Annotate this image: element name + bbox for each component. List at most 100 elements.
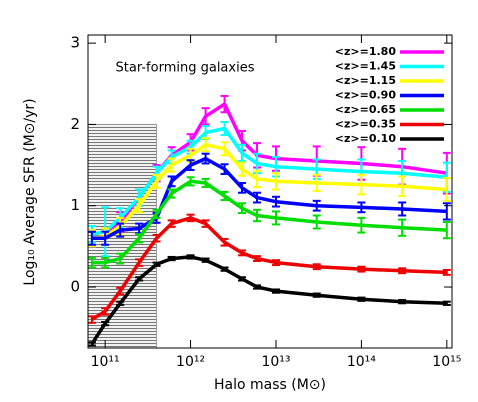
error-bar xyxy=(398,175,407,197)
error-bar xyxy=(312,173,321,193)
error-bar xyxy=(398,218,407,237)
error-bar xyxy=(398,267,407,275)
error-bar xyxy=(135,258,144,267)
error-bar xyxy=(357,265,366,273)
series-line xyxy=(91,126,447,236)
x-axis-label: Halo mass (M⊙) xyxy=(214,377,326,393)
error-bar xyxy=(442,268,451,276)
error-bar xyxy=(398,299,407,305)
error-bar xyxy=(186,159,195,171)
series-line xyxy=(91,156,447,240)
error-bar xyxy=(167,188,176,199)
error-bar xyxy=(167,157,176,173)
error-bar xyxy=(116,300,125,306)
error-bar xyxy=(312,214,321,230)
error-bar xyxy=(357,173,366,196)
error-bar xyxy=(101,230,110,246)
error-bar xyxy=(253,191,262,204)
error-bar xyxy=(220,120,229,136)
error-bar xyxy=(312,292,321,298)
error-bar xyxy=(271,172,280,191)
error-bar xyxy=(201,152,210,165)
legend-label: <z>=0.90 xyxy=(335,89,397,102)
error-bar xyxy=(237,181,246,194)
error-bar xyxy=(237,143,246,163)
error-bar xyxy=(201,137,210,153)
error-bar xyxy=(271,195,280,208)
error-bar xyxy=(101,256,110,269)
error-bar xyxy=(398,201,407,217)
error-bar xyxy=(271,259,280,267)
x-tick-label: 10¹² xyxy=(176,354,205,370)
y-tick-label: 3 xyxy=(70,34,80,52)
error-bar xyxy=(135,198,144,214)
error-bar xyxy=(186,254,195,260)
error-bar xyxy=(442,177,451,202)
series-line xyxy=(90,216,447,321)
error-bar xyxy=(237,276,246,282)
error-bar xyxy=(220,141,229,157)
error-bar xyxy=(220,163,229,176)
axes-frame xyxy=(87,34,453,349)
error-bar xyxy=(201,107,210,126)
error-bar xyxy=(271,288,280,294)
series-line xyxy=(91,143,447,240)
error-bar xyxy=(88,315,96,324)
error-bar xyxy=(201,177,210,189)
error-bar xyxy=(442,300,451,306)
error-bar xyxy=(253,284,262,290)
error-bar xyxy=(152,261,161,267)
error-bar xyxy=(167,175,176,188)
error-bar xyxy=(186,213,195,223)
error-bar xyxy=(167,255,176,262)
error-bar xyxy=(253,208,262,223)
error-bar xyxy=(237,202,246,215)
error-bar xyxy=(186,176,195,187)
error-bar xyxy=(88,341,96,347)
error-bar xyxy=(220,190,229,202)
series-line xyxy=(90,255,447,345)
chart-title: Star-forming galaxies xyxy=(116,61,255,76)
error-bar xyxy=(116,252,125,265)
error-bar xyxy=(116,222,125,238)
x-tick-label: 10¹³ xyxy=(261,354,290,370)
error-bar xyxy=(357,216,366,234)
error-bar xyxy=(357,296,366,302)
error-bar xyxy=(357,201,366,214)
error-bar xyxy=(101,307,110,316)
error-bar xyxy=(152,233,161,243)
error-bar xyxy=(271,210,280,226)
y-tick-label: 0 xyxy=(70,278,80,296)
error-bar xyxy=(201,257,210,263)
error-bar xyxy=(253,169,262,189)
y-tick-label: 2 xyxy=(70,115,80,133)
error-bar xyxy=(167,219,176,228)
error-bar xyxy=(253,255,262,263)
error-bar xyxy=(220,266,229,272)
legend-label: <z>=0.10 xyxy=(335,132,397,145)
x-tick-label: 10¹⁴ xyxy=(347,354,376,370)
error-bar xyxy=(312,263,321,271)
x-tick-label: 10¹¹ xyxy=(91,354,120,370)
error-bar xyxy=(237,161,246,177)
error-bar xyxy=(135,276,144,282)
legend-label: <z>=1.15 xyxy=(335,74,396,87)
y-tick-label: 1 xyxy=(70,196,80,214)
legend-label: <z>=1.45 xyxy=(335,60,396,73)
error-bar xyxy=(152,173,161,189)
error-bar xyxy=(116,286,125,296)
error-bar xyxy=(220,94,229,114)
error-bar xyxy=(237,249,246,257)
error-bar xyxy=(220,238,229,247)
error-bar xyxy=(88,256,96,269)
error-bar xyxy=(312,199,321,212)
error-bar xyxy=(135,233,144,244)
legend-label: <z>=0.35 xyxy=(335,118,396,131)
x-tick-label: 10¹⁵ xyxy=(432,354,461,370)
series-line xyxy=(91,179,447,265)
error-bar xyxy=(101,320,110,327)
error-bar xyxy=(442,220,451,240)
error-bar xyxy=(201,219,210,228)
error-bar xyxy=(152,208,161,219)
